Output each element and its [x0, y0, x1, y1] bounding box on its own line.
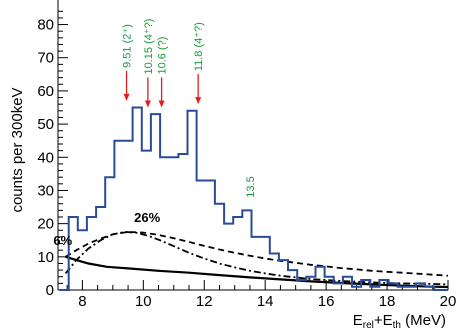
x-tick-label: 20 — [440, 293, 457, 310]
curve-dash-dot — [64, 230, 449, 286]
y-tick-label: 10 — [37, 249, 54, 266]
x-tick-label: 14 — [257, 293, 274, 310]
histogram-step — [59, 106, 448, 291]
y-tick-label: 30 — [37, 182, 54, 199]
arrow-head — [195, 97, 202, 105]
x-tick-label: 10 — [135, 293, 152, 310]
x-tick-label: 12 — [196, 293, 213, 310]
plot-axes: 8 10 12 14 16 18 20 0 10 20 30 40 50 60 70 80 — [37, 0, 456, 310]
y-tick-label: 50 — [37, 116, 54, 133]
percent-label: 26% — [134, 210, 160, 225]
percent-label: 6% — [53, 233, 72, 248]
x-tick-label: 18 — [379, 293, 396, 310]
y-tick-label: 80 — [37, 17, 54, 34]
state-label: 10.6 (?) — [157, 37, 169, 75]
axis-labels: counts per 300keV Erel+Eth (MeV) — [9, 87, 446, 331]
x-tick-label: 16 — [318, 293, 335, 310]
arrow-head — [123, 93, 130, 101]
x-axis-label: Erel+Eth (MeV) — [353, 312, 446, 331]
state-label: 13.5 — [245, 176, 257, 197]
state-label: 9.51 (2⁺) — [122, 24, 134, 68]
y-tick-label: 60 — [37, 83, 54, 100]
y-tick-label: 70 — [37, 50, 54, 67]
y-axis-label: counts per 300keV — [9, 87, 26, 212]
arrow-head — [144, 100, 151, 108]
arrow-head — [158, 100, 165, 108]
curve-dashed — [65, 230, 449, 277]
fit-curves — [64, 230, 449, 289]
state-annotations: 9.51 (2⁺) 10.15 (4⁺?) 10.6 (?) 11.8 (4⁺?) 13… — [53, 19, 257, 249]
curve-solid — [65, 255, 449, 289]
x-tick-label: 8 — [78, 293, 86, 310]
y-tick-label: 0 — [46, 282, 54, 299]
state-label: 10.15 (4⁺?) — [143, 19, 155, 75]
data-histogram — [59, 106, 448, 291]
state-label: 11.8 (4⁺?) — [193, 22, 205, 71]
y-tick-label: 40 — [37, 149, 54, 166]
y-tick-label: 20 — [37, 216, 54, 233]
